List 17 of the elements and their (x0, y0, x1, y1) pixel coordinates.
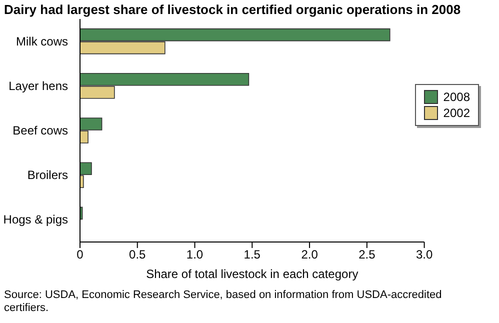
source-note: Source: USDA, Economic Research Service, based on information from USDA-accredited certifiers. (4, 289, 443, 315)
legend-label: 2008 (443, 89, 470, 105)
x-tick-label: 0 (76, 248, 84, 262)
x-tick-label: 0.5 (129, 248, 146, 262)
y-tick-label: Layer hens (8, 78, 68, 93)
x-tick-label: 1.5 (244, 248, 261, 262)
x-tick-label: 2.5 (358, 248, 376, 262)
legend-label: 2002 (443, 105, 470, 121)
y-tick-label: Hogs & pigs (3, 212, 68, 227)
x-tick-label: 1.0 (186, 248, 204, 262)
y-tick-label: Broilers (27, 168, 68, 182)
x-tick-label: 3.0 (416, 248, 433, 262)
chart-title: Dairy had largest share of livestock in certified organic operations in 2008 (4, 2, 461, 17)
x-axis-title: Share of total livestock in each category (146, 267, 358, 281)
y-tick-label: Milk cows (16, 34, 68, 48)
y-tick-label: Beef cows (12, 124, 68, 138)
x-tick-label: 2.0 (301, 248, 318, 262)
